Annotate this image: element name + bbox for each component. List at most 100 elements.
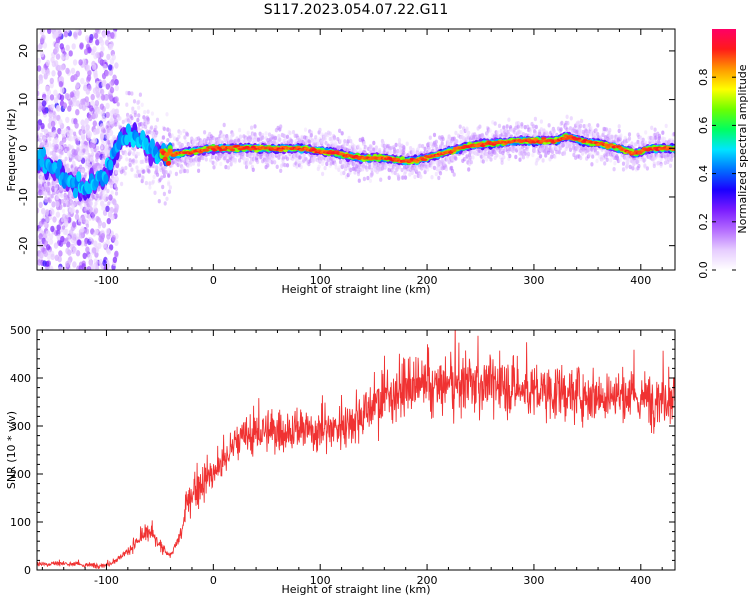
spectral-blob [105, 228, 111, 235]
spectral-blob [426, 167, 430, 172]
spectral-blob [502, 155, 506, 160]
spectral-blob [80, 226, 85, 233]
spectral-blob [55, 36, 61, 43]
spectral-blob [64, 220, 69, 228]
spectral-blob [366, 175, 370, 181]
spectral-blob [389, 150, 393, 155]
spectral-blob [455, 139, 459, 144]
spectral-blob [159, 161, 163, 167]
spectral-blob [72, 247, 78, 254]
spectral-blob [99, 51, 104, 58]
spectral-blob [75, 29, 80, 33]
spectral-blob [103, 243, 108, 251]
spectral-blob [219, 161, 223, 167]
spectral-blob [110, 32, 115, 39]
spectral-blob [362, 141, 366, 146]
spectral-blob [505, 124, 509, 129]
spectral-blob [212, 165, 216, 170]
spectral-blob [591, 154, 595, 159]
spectral-blob [88, 36, 93, 44]
spectral-blob [246, 130, 250, 135]
spectral-blob [279, 168, 283, 173]
spectral-blob [107, 211, 113, 218]
spectral-blob [155, 165, 159, 170]
spectral-blob [61, 199, 65, 204]
spectral-blob [637, 163, 641, 169]
spectral-blob [344, 166, 348, 172]
spectral-blob [168, 185, 172, 190]
spectral-blob [74, 213, 80, 220]
spectral-blob [661, 130, 665, 135]
spectral-blob [45, 230, 51, 237]
spectral-blob [403, 175, 408, 180]
spectral-blob [63, 193, 67, 199]
spectral-blob [295, 164, 299, 169]
spectral-blob [102, 194, 107, 200]
spectral-blob [45, 94, 50, 102]
spectral-blob [238, 134, 243, 139]
spectral-blob [285, 156, 290, 161]
spectral-blob [664, 123, 668, 129]
spectral-blob [342, 170, 346, 176]
spectral-blob [80, 145, 84, 150]
spectral-blob [49, 184, 53, 189]
spectral-blob [118, 116, 122, 121]
spectral-blob [137, 126, 141, 131]
spectral-blob [44, 185, 49, 190]
spectral-blob [493, 121, 497, 126]
spectral-blob [339, 171, 343, 176]
spectral-blob [37, 259, 42, 266]
spectral-blob [144, 180, 148, 186]
spectral-blob [76, 147, 80, 152]
spectral-blob [173, 136, 177, 141]
spectral-blob [214, 161, 218, 166]
spectral-blob [162, 126, 166, 132]
spectral-blob [148, 181, 152, 186]
spectral-blob [41, 67, 46, 75]
spectral-blob [644, 130, 648, 135]
spectral-blob [101, 115, 106, 123]
spectral-blob [325, 161, 329, 167]
spectral-blob [653, 127, 657, 132]
spectral-blob [303, 127, 308, 132]
spectral-blob [65, 116, 70, 124]
spectral-blob [94, 29, 100, 33]
spectral-blob [151, 133, 155, 139]
spectral-blob [79, 232, 84, 239]
spectral-blob [41, 207, 46, 215]
spectral-blob [603, 161, 607, 166]
spectral-blob [106, 128, 110, 134]
spectral-blob [333, 162, 337, 167]
spectral-blob [70, 67, 76, 75]
spectral-blob [64, 156, 68, 161]
spectral-blob [372, 140, 376, 146]
spectral-blob [111, 175, 115, 180]
spectral-blob [110, 190, 114, 195]
spectral-blob [100, 132, 105, 139]
spectral-blob [62, 138, 66, 144]
spectral-blob [253, 124, 257, 129]
spectral-blob [93, 240, 98, 247]
spectral-blob [338, 138, 343, 144]
spectral-blob [49, 131, 53, 137]
spectral-blob [105, 111, 110, 119]
spectral-blob [641, 137, 645, 142]
spectral-blob [427, 141, 431, 147]
spectral-blob [51, 201, 56, 208]
spectral-blob [358, 147, 362, 152]
spectral-blob [167, 189, 172, 194]
spectral-blob [469, 160, 473, 165]
spectral-blob [231, 132, 235, 137]
spectral-blob [347, 135, 351, 141]
spectral-blob [644, 140, 648, 145]
spectral-blob [204, 157, 208, 162]
spectral-blob [668, 163, 673, 168]
spectral-blob [100, 110, 105, 118]
spectral-blob [438, 160, 442, 166]
spectral-blob [71, 204, 75, 209]
spectral-blob [560, 120, 564, 126]
spectral-blob [631, 166, 635, 171]
spectral-blob [68, 50, 73, 57]
spectral-blob [112, 199, 117, 206]
